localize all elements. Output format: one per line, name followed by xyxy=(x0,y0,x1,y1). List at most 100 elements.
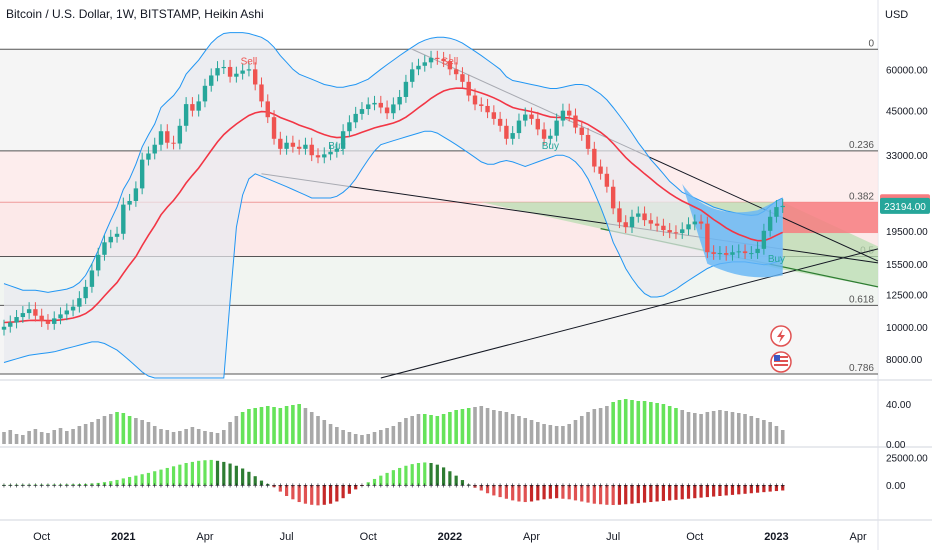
histogram-bar xyxy=(460,409,465,444)
candle-body xyxy=(466,81,471,96)
macd-cross: + xyxy=(259,481,264,490)
macd-bar xyxy=(473,485,477,488)
macd-cross: + xyxy=(630,481,635,490)
candle-body xyxy=(296,146,302,149)
macd-cross: + xyxy=(730,481,735,490)
macd-cross: + xyxy=(127,481,132,490)
macd-cross: + xyxy=(353,481,358,490)
ema-line xyxy=(3,87,784,324)
macd-cross: + xyxy=(404,481,409,490)
price-tick-label: 45000.00 xyxy=(886,107,928,118)
histogram-bar xyxy=(517,416,521,444)
macd-cross: + xyxy=(108,481,113,490)
macd-bar xyxy=(328,485,333,504)
histogram-bar xyxy=(234,416,239,444)
macd-bar xyxy=(781,485,785,491)
histogram-bar xyxy=(391,426,396,444)
macd-cross: + xyxy=(134,481,139,490)
candle-body xyxy=(755,248,760,254)
histogram-bar xyxy=(265,406,270,444)
histogram-bar xyxy=(140,420,144,444)
signals: Sell Buy Sell Buy Buy xyxy=(241,57,785,265)
macd-cross: + xyxy=(768,481,773,490)
candle-body xyxy=(422,62,427,66)
candle-body xyxy=(259,84,264,102)
macd-bar xyxy=(492,485,496,496)
macd-bar xyxy=(366,482,370,485)
macd-bar xyxy=(121,478,125,485)
histogram-bar xyxy=(730,412,735,444)
macd-bar xyxy=(485,485,490,494)
macd-bar xyxy=(680,485,684,500)
us-flag-icon[interactable] xyxy=(770,351,792,373)
macd-bar xyxy=(222,461,226,485)
macd-cross: + xyxy=(33,481,38,490)
macd-bar xyxy=(548,485,552,499)
price-axis[interactable]: 60000.00 45000.00 33000.00 19500.00 15500.00… xyxy=(886,65,928,492)
macd-cross: + xyxy=(316,481,321,490)
macd-cross: + xyxy=(498,481,503,490)
macd-cross: + xyxy=(485,481,490,490)
macd-cross: + xyxy=(617,481,622,490)
macd-cross: + xyxy=(460,481,465,490)
macd-bar xyxy=(605,485,609,505)
lightning-icon[interactable] xyxy=(770,325,792,347)
histogram-bar xyxy=(159,429,163,444)
macd-bar xyxy=(27,484,31,486)
histogram-bar xyxy=(492,410,496,444)
macd-bar xyxy=(529,485,534,502)
macd-bar xyxy=(310,485,314,505)
macd-bar xyxy=(661,485,665,501)
macd-bar xyxy=(278,485,282,492)
histogram-bar xyxy=(774,426,779,444)
time-axis[interactable]: Oct 2021 Apr Jul Oct 2022 Apr Jul Oct 2023 Apr xyxy=(33,531,867,543)
candle-body xyxy=(535,118,540,130)
histogram-bar xyxy=(724,411,728,444)
histogram-bar xyxy=(510,414,515,444)
candle-body xyxy=(730,252,735,255)
histogram-bar xyxy=(699,414,703,444)
histogram-bar xyxy=(410,416,414,444)
histogram-bar xyxy=(441,414,446,444)
macd-bar xyxy=(454,475,458,485)
macd-cross: + xyxy=(159,481,164,490)
candle-body xyxy=(391,104,396,114)
macd-cross: + xyxy=(366,481,371,490)
macd-bar xyxy=(146,472,151,485)
macd-cross: + xyxy=(718,481,723,490)
candle-body xyxy=(64,310,69,315)
macd-bar xyxy=(718,485,722,496)
macd-bar xyxy=(303,485,308,504)
macd-bar xyxy=(674,485,678,500)
macd-bar xyxy=(203,460,207,485)
histogram-bar xyxy=(498,411,502,444)
candle-body xyxy=(384,107,390,114)
macd-cross: + xyxy=(674,481,679,490)
histogram-bar xyxy=(222,430,226,444)
price-badge-label: 23194.00 xyxy=(884,202,926,213)
histogram-bar xyxy=(316,416,320,444)
histogram-bar xyxy=(466,408,471,444)
histogram-bar xyxy=(347,432,352,444)
candle-body xyxy=(567,110,572,116)
histogram-bar xyxy=(171,432,176,444)
macd-bar xyxy=(442,467,446,485)
candle-body xyxy=(516,120,522,134)
macd-histogram: + + + + + + + + + + + + + + + + + + + + + + + + + + + + + + + + + + + + + + + +… xyxy=(2,459,785,506)
histogram-bar xyxy=(228,422,232,444)
histogram-bar xyxy=(39,432,44,444)
candle-body xyxy=(26,309,32,314)
macd-bar xyxy=(52,484,56,486)
candle-body xyxy=(33,309,38,316)
macd-cross: + xyxy=(234,481,239,490)
macd-cross: + xyxy=(52,481,57,490)
macd-bar xyxy=(259,480,264,485)
candle-body xyxy=(171,142,176,144)
candle-body xyxy=(435,57,440,59)
candle-body xyxy=(453,69,459,75)
fib-label: 0.618 xyxy=(849,294,874,305)
macd-bar xyxy=(398,467,402,485)
candle-body xyxy=(661,225,666,231)
macd-cross: + xyxy=(680,481,685,490)
macd-bar xyxy=(347,485,351,494)
